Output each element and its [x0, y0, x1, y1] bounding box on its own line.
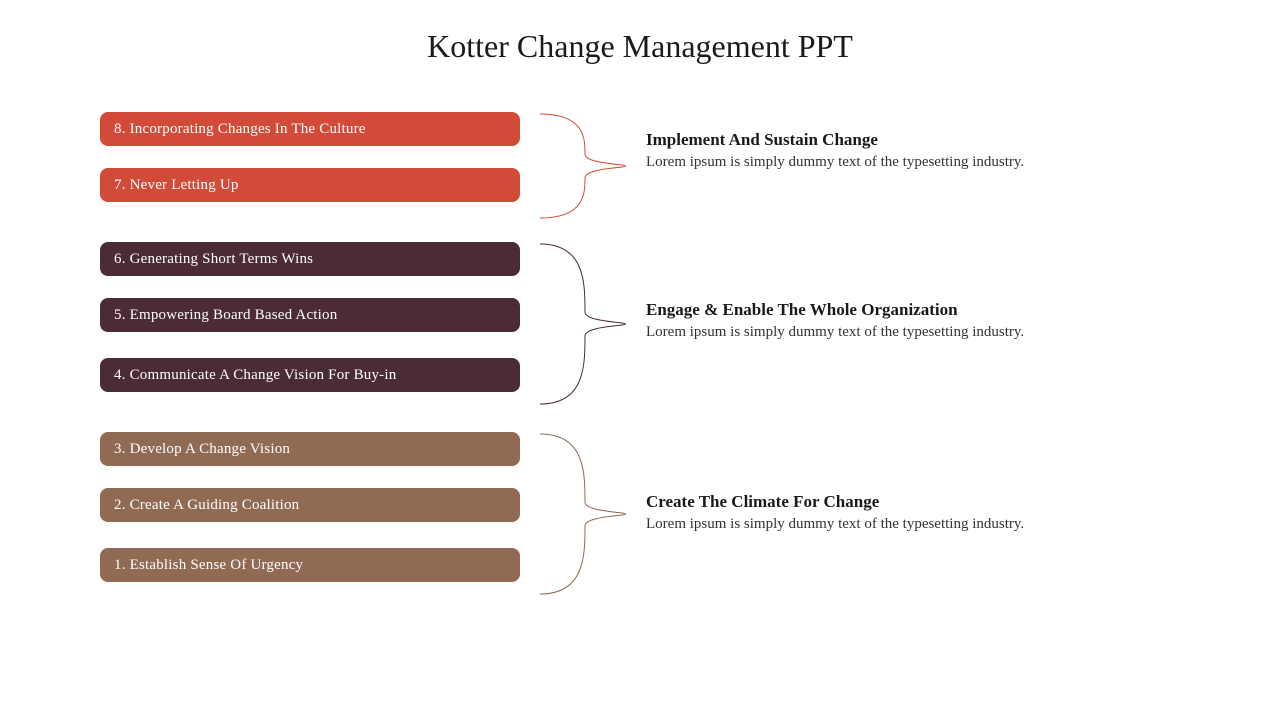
- brace: [540, 432, 630, 596]
- group-title: Engage & Enable The Whole Organization: [646, 300, 1024, 320]
- group-text: Engage & Enable The Whole Organization Lo…: [646, 300, 1024, 341]
- group-text: Implement And Sustain Change Lorem ipsum …: [646, 130, 1024, 171]
- step-pill: 7. Never Letting Up: [100, 168, 520, 202]
- slide-title: Kotter Change Management PPT: [0, 28, 1280, 65]
- group-desc: Lorem ipsum is simply dummy text of the …: [646, 154, 1024, 171]
- content-area: 8. Incorporating Changes In The Culture 7…: [100, 112, 1180, 692]
- group-title: Implement And Sustain Change: [646, 130, 1024, 150]
- group-text: Create The Climate For Change Lorem ipsum…: [646, 492, 1024, 533]
- step-pill: 2. Create A Guiding Coalition: [100, 488, 520, 522]
- step-pill: 3. Develop A Change Vision: [100, 432, 520, 466]
- group-desc: Lorem ipsum is simply dummy text of the …: [646, 324, 1024, 341]
- slide: Kotter Change Management PPT 8. Incorpor…: [0, 0, 1280, 720]
- step-pill: 6. Generating Short Terms Wins: [100, 242, 520, 276]
- step-pill: 4. Communicate A Change Vision For Buy-i…: [100, 358, 520, 392]
- group-desc: Lorem ipsum is simply dummy text of the …: [646, 516, 1024, 533]
- step-pill: 5. Empowering Board Based Action: [100, 298, 520, 332]
- brace: [540, 242, 630, 406]
- brace: [540, 112, 630, 220]
- step-pill: 8. Incorporating Changes In The Culture: [100, 112, 520, 146]
- step-pill: 1. Establish Sense Of Urgency: [100, 548, 520, 582]
- group-title: Create The Climate For Change: [646, 492, 1024, 512]
